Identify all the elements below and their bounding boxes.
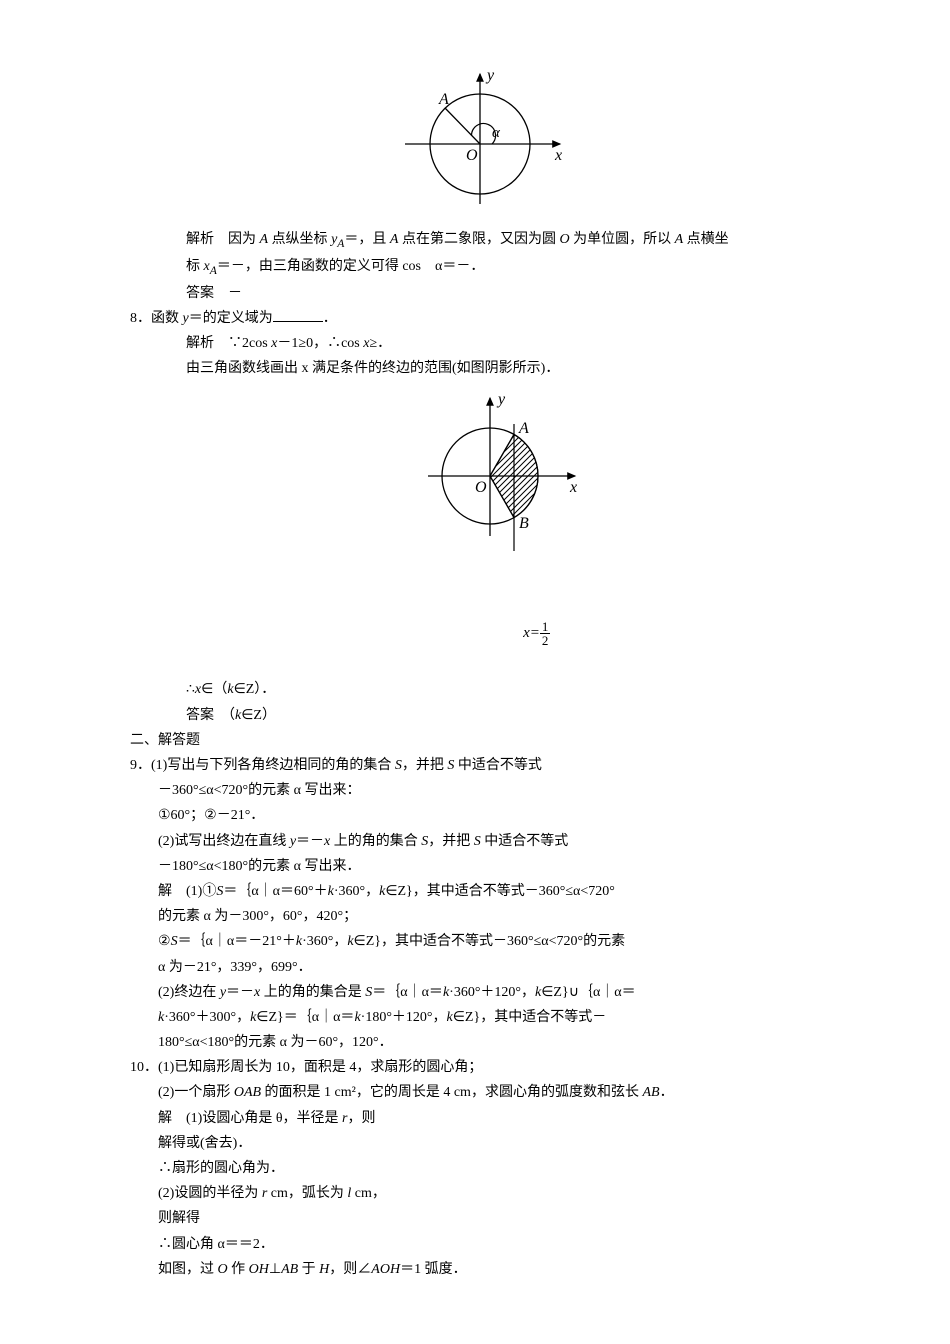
figure-unit-circle-alpha: A O α x y — [130, 64, 840, 223]
p9-line11: k·360°＋300°，k∈Z}＝｛α｜α＝k·180°＋120°，k∈Z}，其… — [130, 1005, 840, 1030]
p10-line5: ∴扇形的圆心角为． — [130, 1156, 840, 1181]
p9-line7: 的元素 α 为－300°，60°，420°； — [130, 904, 840, 929]
svg-text:x: x — [569, 479, 577, 496]
label-x: x — [554, 147, 562, 164]
p10-line2: (2)一个扇形 OAB 的面积是 1 cm²，它的周长是 4 cm，求圆心角的弧… — [130, 1080, 840, 1105]
svg-text:O: O — [475, 479, 487, 496]
p10-line8: ∴圆心角 α＝＝2． — [130, 1232, 840, 1257]
p7-answer: 答案 － — [130, 281, 840, 306]
p8-answer: 答案 （k∈Z） — [130, 703, 840, 728]
label-alpha: α — [492, 125, 501, 141]
p10-line9: 如图，过 O 作 OH⊥AB 于 H，则∠AOH＝1 弧度． — [130, 1257, 840, 1282]
p7-analysis-line1: 解析 因为 A 点纵坐标 yA＝，且 A 点在第二象限，又因为圆 O 为单位圆，… — [130, 227, 840, 254]
p10-line4: 解得或(舍去)． — [130, 1131, 840, 1156]
p9-line10: (2)终边在 y＝－x 上的角的集合是 S＝｛α｜α＝k·360°＋120°，k… — [130, 980, 840, 1005]
p9-line6: 解 (1)①S＝｛α｜α＝60°＋k·360°，k∈Z}，其中适合不等式－360… — [130, 879, 840, 904]
svg-text:A: A — [518, 420, 529, 437]
p9-line4: (2)试写出终边在直线 y＝－x 上的角的集合 S，并把 S 中适合不等式 — [130, 829, 840, 854]
p8-line2: 由三角函数线画出 x 满足条件的终边的范围(如图阴影所示)． — [130, 356, 840, 381]
p9-line3: ①60°；②－21°． — [130, 803, 840, 828]
p9-line1: 9．(1)写出与下列各角终边相同的角的集合 S，并把 S 中适合不等式 — [130, 753, 840, 778]
svg-text:B: B — [519, 515, 529, 532]
p10-line3: 解 (1)设圆心角是 θ，半径是 r，则 — [130, 1106, 840, 1131]
label-y: y — [485, 67, 495, 84]
label-A: A — [438, 91, 449, 108]
p10-line1: 10．(1)已知扇形周长为 10，面积是 4，求扇形的圆心角； — [130, 1055, 840, 1080]
p8-stem: 8．函数 y＝的定义域为． — [130, 306, 840, 331]
p8-analysis: 解析 ∵2cos x－1≥0，∴cos x≥． — [130, 331, 840, 356]
section-2-title: 二、解答题 — [130, 728, 840, 753]
label-O: O — [466, 147, 478, 164]
p9-line9: α 为－21°，339°，699°． — [130, 955, 840, 980]
p10-line7: 则解得 — [130, 1206, 840, 1231]
p9-line5: －180°≤α<180°的元素 α 写出来． — [130, 854, 840, 879]
p9-line12: 180°≤α<180°的元素 α 为－60°，120°． — [130, 1030, 840, 1055]
svg-text:y: y — [496, 391, 506, 408]
p7-analysis-line2: 标 xA＝－，由三角函数的定义可得 cos α＝－． — [130, 254, 840, 281]
p9-line2: －360°≤α<720°的元素 α 写出来： — [130, 778, 840, 803]
figure-shaded-region: A B O x y x=12 — [130, 386, 840, 674]
p8-conclusion: ∴x∈（k∈Z）． — [130, 677, 840, 702]
p9-line8: ②S＝｛α｜α＝－21°＋k·360°，k∈Z}，其中适合不等式－360°≤α<… — [130, 929, 840, 954]
p10-line6: (2)设圆的半径为 r cm，弧长为 l cm， — [130, 1181, 840, 1206]
